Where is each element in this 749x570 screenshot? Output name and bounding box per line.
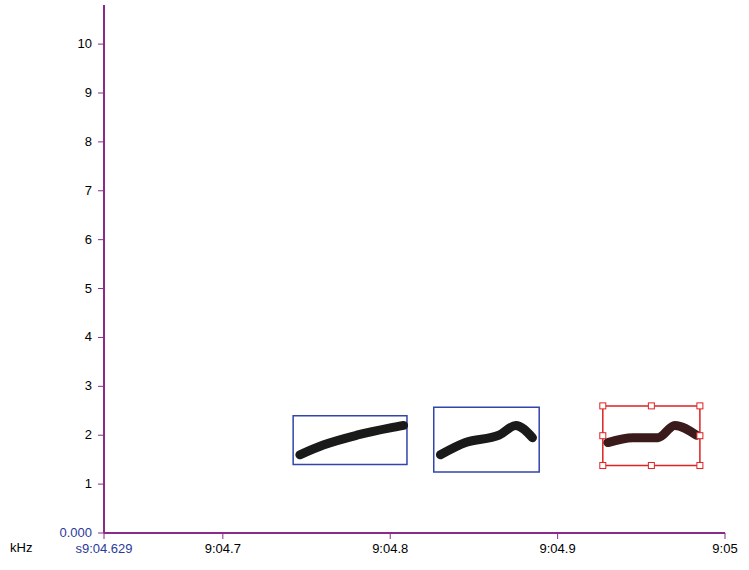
svg-text:9:04.9: 9:04.9	[540, 541, 576, 556]
svg-text:1: 1	[85, 476, 92, 491]
svg-text:3: 3	[85, 378, 92, 393]
svg-text:2: 2	[85, 427, 92, 442]
html-text:kHz: kHz	[10, 540, 33, 555]
svg-text:8: 8	[85, 134, 92, 149]
svg-text:6: 6	[85, 232, 92, 247]
svg-text:9:04.7: 9:04.7	[205, 541, 241, 556]
svg-text:9:05: 9:05	[712, 541, 737, 556]
svg-text:5: 5	[85, 281, 92, 296]
svg-text:9: 9	[85, 85, 92, 100]
svg-text:10: 10	[78, 36, 92, 51]
svg-text:4: 4	[85, 329, 92, 344]
svg-text:0.000: 0.000	[59, 525, 92, 540]
svg-text:7: 7	[85, 183, 92, 198]
svg-text:9:04.8: 9:04.8	[372, 541, 408, 556]
svg-text:s9:04.629: s9:04.629	[75, 541, 132, 556]
